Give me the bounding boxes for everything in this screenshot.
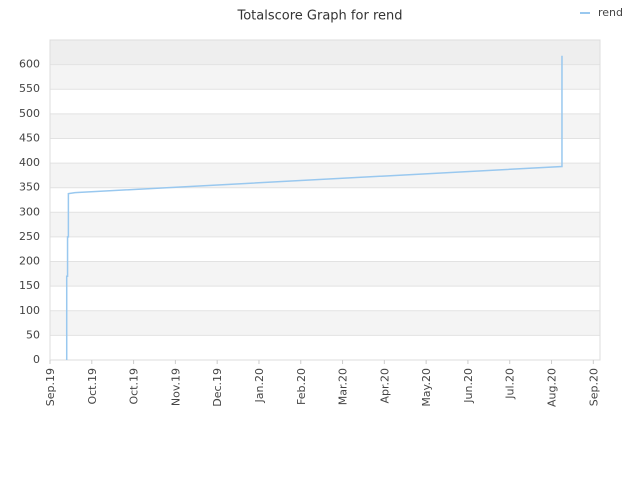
x-tick-label: Jun.20 bbox=[462, 368, 475, 404]
band bbox=[50, 212, 600, 237]
y-tick-label: 150 bbox=[19, 279, 40, 292]
x-tick-label: Apr.20 bbox=[378, 368, 391, 404]
y-tick-label: 450 bbox=[19, 131, 40, 144]
x-tick-label: Jan.20 bbox=[253, 368, 266, 403]
y-tick-label: 600 bbox=[19, 58, 40, 71]
x-tick-label: Sep.19 bbox=[44, 368, 57, 406]
y-tick-label: 100 bbox=[19, 304, 40, 317]
y-tick-label: 50 bbox=[26, 328, 40, 341]
x-tick-label: Feb.20 bbox=[295, 368, 308, 405]
band bbox=[50, 310, 600, 336]
x-tick-label: Sep.20 bbox=[587, 368, 600, 406]
y-tick-label: 0 bbox=[33, 353, 40, 366]
x-tick-label: Nov.19 bbox=[169, 368, 182, 406]
band bbox=[50, 89, 600, 114]
band bbox=[50, 335, 600, 360]
x-tick-label: Jul.20 bbox=[504, 368, 517, 400]
band bbox=[50, 187, 600, 213]
band bbox=[50, 138, 600, 164]
band bbox=[50, 163, 600, 188]
y-tick-label: 500 bbox=[19, 107, 40, 120]
x-tick-label: Aug.20 bbox=[546, 368, 559, 407]
band bbox=[50, 113, 600, 139]
x-tick-label: Oct.19 bbox=[86, 368, 99, 405]
band bbox=[50, 64, 600, 90]
y-tick-label: 300 bbox=[19, 205, 40, 218]
chart-title: Totalscore Graph for rend bbox=[237, 9, 403, 24]
y-tick-label: 350 bbox=[19, 181, 40, 194]
series-line bbox=[65, 55, 563, 360]
y-tick-label: 550 bbox=[19, 82, 40, 95]
y-tick-label: 250 bbox=[19, 230, 40, 243]
band bbox=[50, 236, 600, 262]
band bbox=[50, 286, 600, 311]
y-tick-label: 400 bbox=[19, 156, 40, 169]
x-tick-label: May.20 bbox=[420, 368, 433, 407]
plot-border bbox=[49, 39, 601, 361]
band bbox=[50, 261, 600, 287]
x-tick-label: Mar.20 bbox=[337, 368, 350, 405]
x-tick-label: Dec.19 bbox=[211, 368, 224, 407]
legend-label: rend bbox=[598, 6, 623, 19]
x-tick-label: Oct.19 bbox=[128, 368, 141, 405]
y-tick-label: 200 bbox=[19, 255, 40, 268]
